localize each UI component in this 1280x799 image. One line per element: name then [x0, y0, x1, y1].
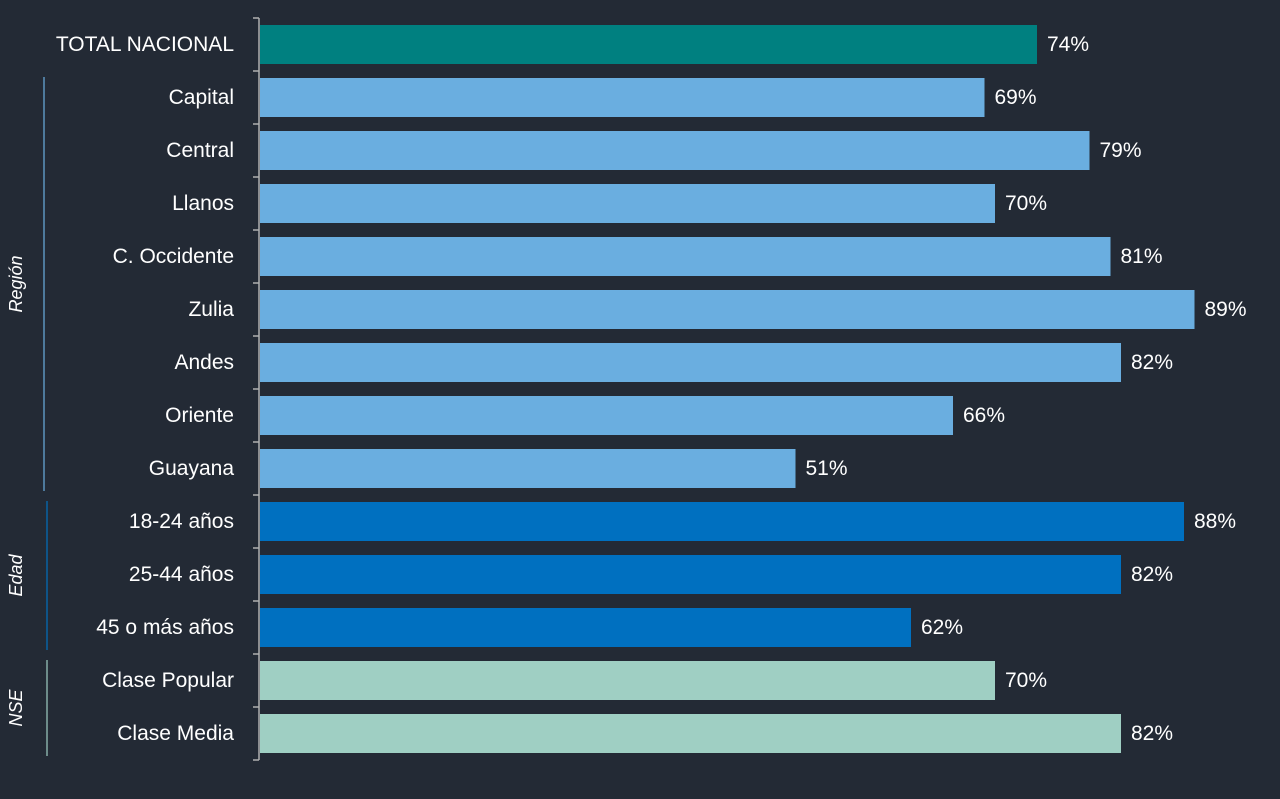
group-label-edad: Edad: [6, 553, 26, 596]
value-label: 62%: [921, 616, 963, 639]
value-label: 51%: [806, 457, 848, 480]
category-label: 18-24 años: [129, 510, 234, 533]
category-label: C. Occidente: [113, 245, 234, 268]
category-label: Clase Media: [117, 722, 234, 745]
category-label: 25-44 años: [129, 563, 234, 586]
bar-1: [260, 78, 985, 117]
category-label: Clase Popular: [102, 669, 234, 692]
bar-6: [260, 343, 1121, 382]
value-label: 82%: [1131, 563, 1173, 586]
category-label: Capital: [169, 86, 234, 109]
category-label: Andes: [174, 351, 234, 374]
bar-7: [260, 396, 953, 435]
category-label: Llanos: [172, 192, 234, 215]
group-label-nse: NSE: [6, 689, 26, 727]
category-label: TOTAL NACIONAL: [56, 33, 234, 56]
value-label: 74%: [1047, 33, 1089, 56]
category-label: Oriente: [165, 404, 234, 427]
category-label: 45 o más años: [96, 616, 234, 639]
value-label: 82%: [1131, 722, 1173, 745]
bar-3: [260, 184, 995, 223]
value-label: 70%: [1005, 669, 1047, 692]
bar-9: [260, 502, 1184, 541]
category-label: Guayana: [149, 457, 235, 480]
value-label: 70%: [1005, 192, 1047, 215]
bar-5: [260, 290, 1195, 329]
bar-10: [260, 555, 1121, 594]
value-label: 81%: [1121, 245, 1163, 268]
value-label: 66%: [963, 404, 1005, 427]
bar-8: [260, 449, 796, 488]
category-label: Zulia: [188, 298, 234, 321]
bar-0: [260, 25, 1037, 64]
value-label: 88%: [1194, 510, 1236, 533]
bar-11: [260, 608, 911, 647]
category-label: Central: [166, 139, 234, 162]
value-label: 79%: [1100, 139, 1142, 162]
bar-13: [260, 714, 1121, 753]
value-label: 82%: [1131, 351, 1173, 374]
group-label-region: Región: [6, 255, 26, 312]
value-label: 69%: [995, 86, 1037, 109]
bar-4: [260, 237, 1111, 276]
bar-2: [260, 131, 1090, 170]
bar-12: [260, 661, 995, 700]
value-label: 89%: [1205, 298, 1247, 321]
